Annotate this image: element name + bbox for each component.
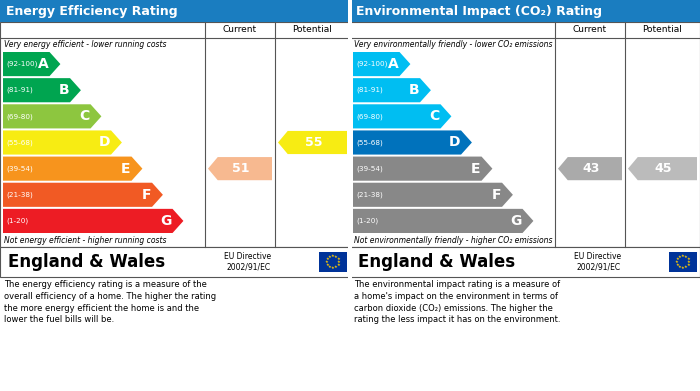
Text: (69-80): (69-80) [356,113,383,120]
Text: ★: ★ [325,260,329,264]
Text: ★: ★ [686,257,690,261]
Polygon shape [3,52,60,76]
Text: ★: ★ [675,260,679,264]
Polygon shape [353,78,431,102]
Text: Not environmentally friendly - higher CO₂ emissions: Not environmentally friendly - higher CO… [354,236,552,245]
Text: Very energy efficient - lower running costs: Very energy efficient - lower running co… [4,40,167,49]
Text: ★: ★ [681,254,685,258]
Text: B: B [408,83,419,97]
Text: ★: ★ [331,266,335,270]
Text: E: E [471,161,480,176]
Bar [0,247,350,277]
Text: ★: ★ [336,257,340,261]
Bar [669,252,697,272]
Text: G: G [160,214,172,228]
Text: ★: ★ [684,255,688,259]
Bar [350,22,700,247]
Text: (92-100): (92-100) [6,61,37,67]
Text: (1-20): (1-20) [6,218,28,224]
Polygon shape [3,104,101,128]
Text: The energy efficiency rating is a measure of the
overall efficiency of a home. T: The energy efficiency rating is a measur… [4,280,216,325]
Text: C: C [79,109,90,123]
Text: EU Directive
2002/91/EC: EU Directive 2002/91/EC [574,252,621,272]
Text: ★: ★ [678,255,682,259]
Text: ★: ★ [676,263,680,267]
Bar [348,0,352,391]
Text: B: B [58,83,69,97]
Text: Potential: Potential [293,25,332,34]
Bar [319,252,347,272]
Polygon shape [278,131,347,154]
Text: Environmental Impact (CO₂) Rating: Environmental Impact (CO₂) Rating [356,5,602,18]
Text: F: F [491,188,501,202]
Polygon shape [3,131,122,154]
Text: (21-38): (21-38) [6,192,33,198]
Text: Current: Current [223,25,257,34]
Polygon shape [558,157,622,180]
Text: ★: ★ [331,254,335,258]
Polygon shape [628,157,697,180]
Text: Potential: Potential [643,25,682,34]
Text: England & Wales: England & Wales [8,253,165,271]
Text: (39-54): (39-54) [6,165,33,172]
Text: E: E [121,161,130,176]
Text: ★: ★ [336,263,340,267]
Text: (69-80): (69-80) [6,113,33,120]
Text: (1-20): (1-20) [356,218,378,224]
Bar [0,0,350,22]
Text: ★: ★ [686,263,690,267]
Text: (81-91): (81-91) [356,87,383,93]
Text: ★: ★ [326,257,330,261]
Text: A: A [388,57,398,71]
Text: (92-100): (92-100) [356,61,387,67]
Text: 55: 55 [304,136,322,149]
Bar [0,22,350,247]
Text: ★: ★ [337,260,341,264]
Text: ★: ★ [334,255,338,259]
Text: ★: ★ [684,265,688,269]
Polygon shape [353,52,410,76]
Text: G: G [510,214,522,228]
Text: C: C [429,109,440,123]
Polygon shape [353,156,492,181]
Text: ★: ★ [681,266,685,270]
Bar [350,247,700,277]
Text: EU Directive
2002/91/EC: EU Directive 2002/91/EC [224,252,271,272]
Text: 43: 43 [582,162,600,175]
Text: Current: Current [573,25,607,34]
Text: D: D [99,136,110,149]
Polygon shape [353,209,533,233]
Text: Not energy efficient - higher running costs: Not energy efficient - higher running co… [4,236,167,245]
Text: Energy Efficiency Rating: Energy Efficiency Rating [6,5,178,18]
Text: England & Wales: England & Wales [358,253,515,271]
Text: ★: ★ [326,263,330,267]
Text: ★: ★ [687,260,691,264]
Text: ★: ★ [676,257,680,261]
Bar [350,0,700,22]
Polygon shape [208,157,272,180]
Text: ★: ★ [328,255,332,259]
Text: (39-54): (39-54) [356,165,383,172]
Text: A: A [38,57,48,71]
Text: (81-91): (81-91) [6,87,33,93]
Polygon shape [353,183,513,207]
Polygon shape [353,104,452,128]
Text: (21-38): (21-38) [356,192,383,198]
Polygon shape [3,156,142,181]
Text: 51: 51 [232,162,250,175]
Polygon shape [3,183,163,207]
Polygon shape [3,209,183,233]
Text: F: F [141,188,151,202]
Text: (55-68): (55-68) [6,139,33,146]
Text: ★: ★ [328,265,332,269]
Text: D: D [449,136,460,149]
Text: The environmental impact rating is a measure of
a home's impact on the environme: The environmental impact rating is a mea… [354,280,561,325]
Text: ★: ★ [334,265,338,269]
Polygon shape [3,78,81,102]
Polygon shape [353,131,472,154]
Text: 45: 45 [654,162,672,175]
Text: ★: ★ [678,265,682,269]
Text: (55-68): (55-68) [356,139,383,146]
Text: Very environmentally friendly - lower CO₂ emissions: Very environmentally friendly - lower CO… [354,40,552,49]
